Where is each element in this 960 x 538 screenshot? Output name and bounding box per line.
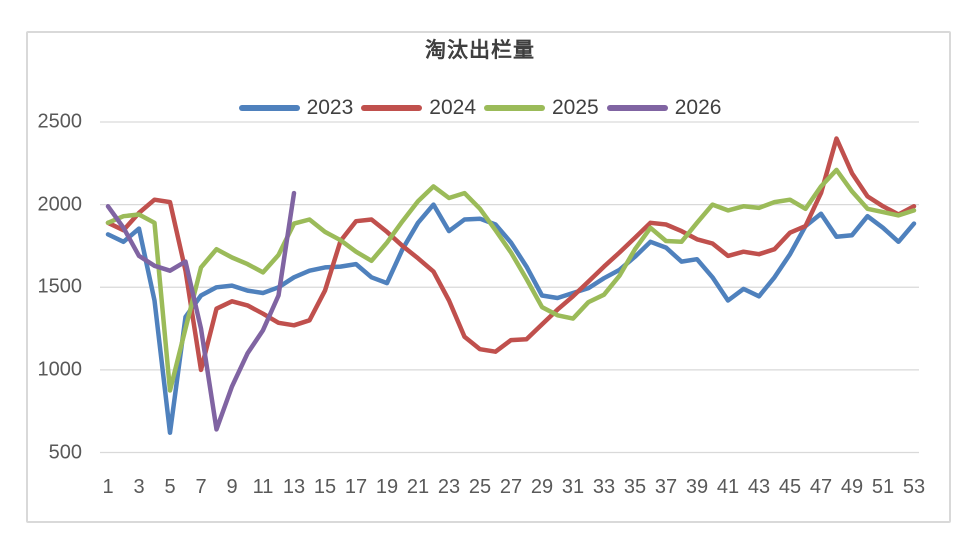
series-line-2026 — [105, 190, 297, 432]
legend-label-2024: 2024 — [429, 96, 476, 119]
y-axis-tick-label-2500: 2500 — [37, 110, 83, 133]
x-axis-tick-label-23: 23 — [437, 476, 461, 498]
x-axis-tick-label-33: 33 — [592, 476, 616, 498]
x-axis-tick-label-13: 13 — [282, 476, 306, 498]
x-axis-tick-label-49: 49 — [840, 476, 864, 498]
legend-item-2026: 2026 — [606, 96, 722, 120]
legend-swatch-2026 — [606, 105, 668, 111]
x-axis-tick-label-45: 45 — [778, 476, 802, 498]
x-axis-tick-label-11: 11 — [252, 476, 274, 498]
x-axis-tick-label-43: 43 — [747, 476, 771, 498]
chart-title: 淘汰出栏量 — [425, 39, 535, 62]
x-axis-tick-label-35: 35 — [623, 476, 647, 498]
legend-item-2024: 2024 — [361, 96, 476, 120]
x-axis-tick-label-5: 5 — [164, 476, 176, 498]
x-axis-tick-label-19: 19 — [375, 476, 399, 498]
series-line-2023 — [105, 202, 917, 435]
x-axis-tick-label-25: 25 — [468, 476, 492, 498]
x-axis-tick-label-51: 51 — [871, 476, 895, 498]
legend-swatch-2023 — [238, 105, 300, 111]
legend-label-2026: 2026 — [674, 96, 722, 119]
x-axis-tick-label-15: 15 — [313, 476, 337, 498]
legend-swatch-2024 — [361, 105, 423, 111]
y-axis-tick-label-1000: 1000 — [37, 358, 83, 381]
x-axis-tick-label-3: 3 — [133, 476, 145, 498]
y-axis-tick-label-2000: 2000 — [37, 193, 83, 216]
x-axis-tick-label-41: 41 — [716, 476, 740, 498]
y-axis-tick-label-500: 500 — [48, 441, 82, 463]
legend-item-2023: 2023 — [238, 96, 354, 120]
y-axis-tick-label-1500: 1500 — [37, 275, 83, 298]
x-axis-tick-label-21: 21 — [406, 476, 430, 498]
legend-label-2023: 2023 — [306, 96, 354, 119]
x-axis-tick-label-53: 53 — [902, 476, 926, 498]
series-line-2024 — [105, 136, 917, 373]
x-axis-tick-label-7: 7 — [195, 476, 207, 498]
x-axis-tick-label-37: 37 — [654, 476, 678, 498]
x-axis-tick-label-27: 27 — [499, 476, 523, 498]
x-axis-tick-label-47: 47 — [809, 476, 833, 498]
legend-item-2025: 2025 — [484, 96, 599, 120]
legend-swatch-2025 — [484, 105, 545, 111]
x-axis-tick-label-39: 39 — [685, 476, 709, 498]
x-axis-tick-label-9: 9 — [226, 476, 238, 498]
x-axis-tick-label-29: 29 — [530, 476, 554, 498]
legend-label-2025: 2025 — [552, 96, 599, 119]
x-axis-tick-label-31: 31 — [561, 476, 585, 498]
legend: 2023 2024 2025 2026 — [0, 96, 960, 120]
chart-frame — [26, 31, 951, 523]
series-line-2025 — [105, 167, 917, 393]
x-axis-tick-label-1: 1 — [102, 476, 114, 498]
x-axis-tick-label-17: 17 — [344, 476, 368, 498]
